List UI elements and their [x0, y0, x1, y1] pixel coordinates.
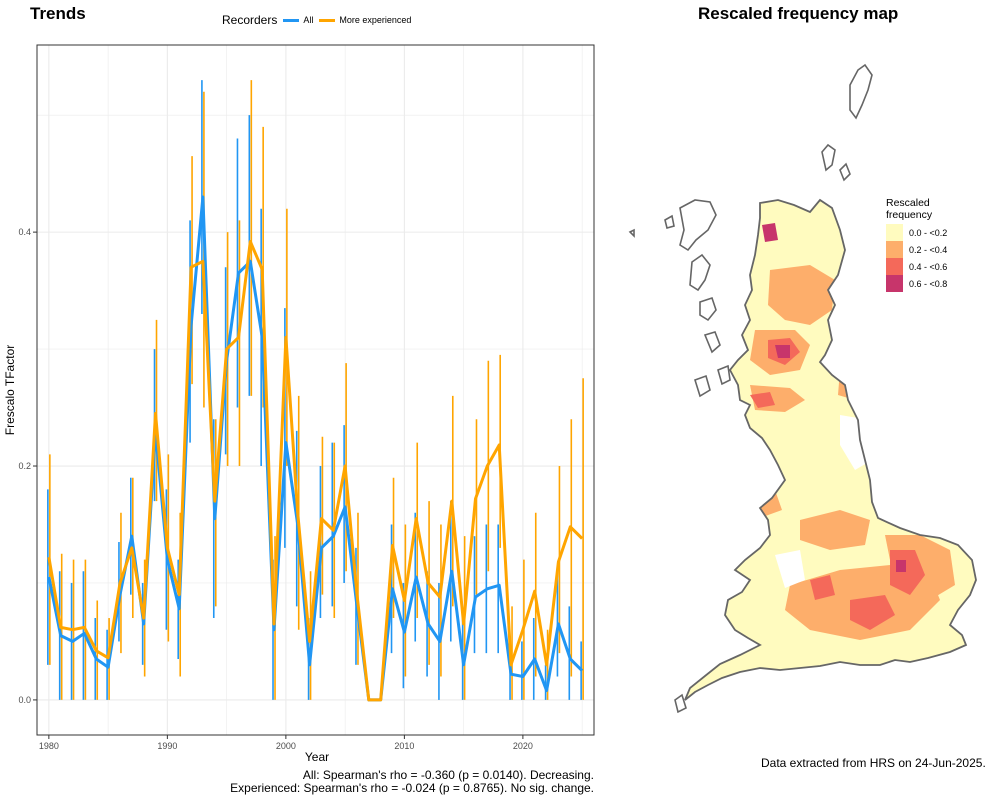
map-legend-label: 0.0 - <0.2	[909, 227, 948, 238]
plot-frame	[36, 44, 595, 736]
stat-experienced: Experienced: Spearman's rho = -0.024 (p …	[230, 781, 594, 795]
map-legend-row: 0.2 - <0.4	[886, 241, 947, 258]
map-legend-row: 0.0 - <0.2	[886, 224, 947, 241]
legend-item-all: All	[283, 15, 313, 25]
map-legend-swatch	[886, 275, 903, 292]
map-legend-label: 0.4 - <0.6	[909, 261, 948, 272]
frequency-map	[628, 63, 977, 714]
x-tick-label: 2020	[513, 741, 533, 751]
legend-swatch-experienced	[319, 18, 336, 22]
data-note: Data extracted from HRS on 24-Jun-2025.	[761, 756, 986, 770]
legend-item-experienced: More experienced	[319, 15, 411, 25]
legend-label-all: All	[303, 15, 314, 25]
map-legend-swatch	[886, 224, 903, 241]
x-tick-label: 2010	[394, 741, 414, 751]
map-legend-label: 0.2 - <0.4	[909, 244, 948, 255]
map-legend-title-line1: Rescaled	[886, 197, 930, 209]
trends-title: Trends	[30, 4, 86, 23]
y-tick-label: 0.2	[18, 461, 31, 471]
map-legend-label: 0.6 - <0.8	[909, 278, 948, 289]
x-tick-label: 1990	[157, 741, 177, 751]
series-line-experienced	[47, 240, 584, 702]
legend-title: Recorders	[222, 13, 278, 27]
chart-legend: Recorders All More experienced	[222, 13, 411, 27]
map-islands	[628, 63, 873, 714]
y-tick-label: 0.4	[18, 227, 31, 237]
x-axis-label: Year	[305, 750, 329, 764]
map-legend-swatch	[886, 241, 903, 258]
y-axis-label: Frescalo TFactor	[3, 345, 17, 435]
map-legend-row: 0.6 - <0.8	[886, 275, 947, 292]
map-legend-title-line2: frequency	[886, 209, 933, 221]
map-title: Rescaled frequency map	[698, 4, 899, 23]
map-legend-row: 0.4 - <0.6	[886, 258, 947, 275]
gb-outline	[684, 198, 977, 701]
series-line-all	[47, 195, 584, 702]
map-legend-swatch	[886, 258, 903, 275]
stat-all: All: Spearman's rho = -0.360 (p = 0.0140…	[302, 768, 594, 782]
x-tick-label: 1980	[39, 741, 59, 751]
map-legend-title: Rescaled frequency	[886, 197, 947, 221]
legend-label-experienced: More experienced	[339, 15, 412, 25]
legend-swatch-all	[283, 18, 300, 22]
y-tick-label: 0.0	[18, 695, 31, 705]
trends-chart: 1980 1990 2000 2010 2020 0.0 0.2 0.4 Year Fresc…	[3, 44, 595, 764]
x-tick-label: 2000	[276, 741, 296, 751]
map-legend: Rescaled frequency 0.0 - <0.2 0.2 - <0.4…	[886, 197, 947, 292]
